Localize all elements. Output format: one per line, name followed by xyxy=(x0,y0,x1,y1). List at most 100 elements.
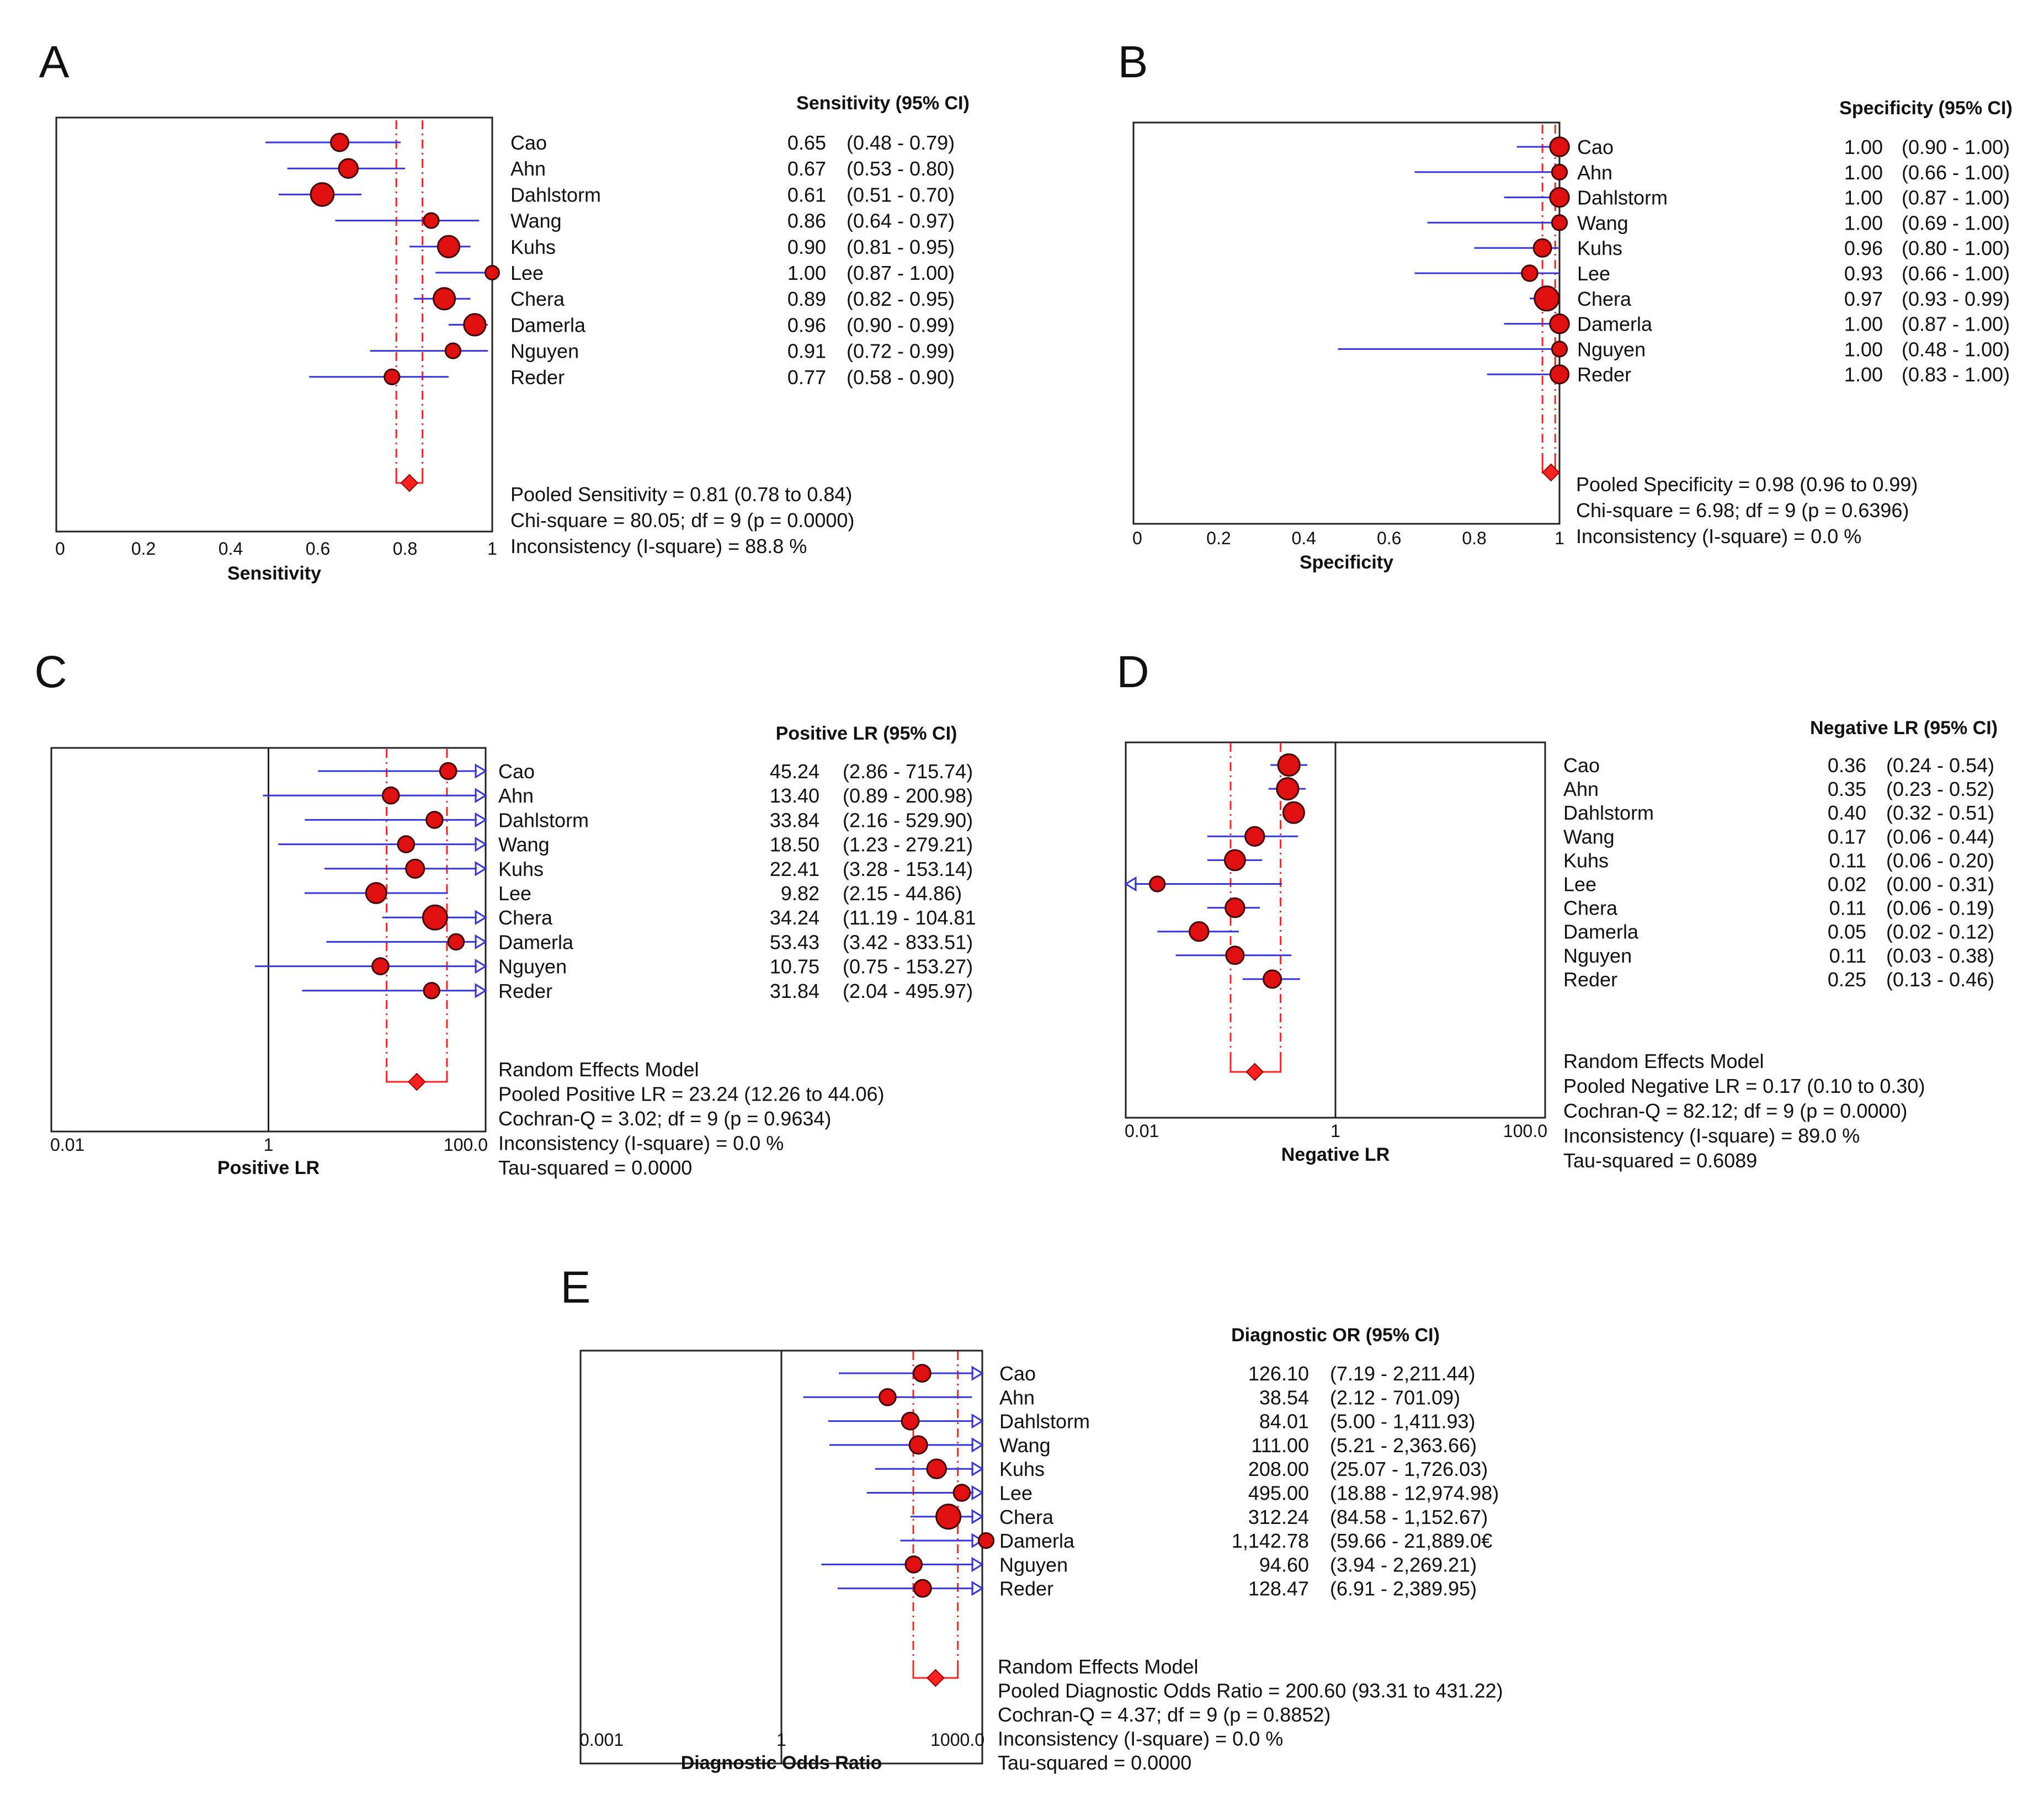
x-tick-label: 1 xyxy=(1555,528,1564,548)
study-estimate-value: 0.96 xyxy=(787,314,826,336)
study-point-estimate xyxy=(1532,238,1552,258)
study-ci-text: (11.19 - 104.81 xyxy=(843,906,976,929)
study-estimate-value: 111.00 xyxy=(1251,1434,1309,1457)
study-point-estimate xyxy=(444,342,462,359)
study-point-estimate xyxy=(425,811,444,829)
study-point-estimate xyxy=(310,182,335,207)
study-estimate-value: 94.60 xyxy=(1259,1553,1309,1576)
study-name: Ahn xyxy=(1577,161,1612,184)
summary-statistic: Pooled Negative LR = 0.17 (0.10 to 0.30) xyxy=(1563,1075,1925,1097)
study-ci-text: (0.06 - 0.20) xyxy=(1886,849,1994,872)
panel-c: C Cao 45.24 (2.86 - 715.74) Ahn 13.40 (0.89 - … xyxy=(34,647,976,1179)
pooled-estimate-diamond xyxy=(400,474,419,492)
study-point-estimate xyxy=(926,1458,947,1479)
study-estimate-value: 0.93 xyxy=(1844,262,1883,285)
study-estimate-value: 0.11 xyxy=(1829,897,1866,920)
summary-statistic: Cochran-Q = 3.02; df = 9 (p = 0.9634) xyxy=(498,1107,831,1130)
study-name: Reder xyxy=(1563,968,1617,991)
study-point-estimate xyxy=(423,212,440,229)
study-estimate-value: 18.50 xyxy=(770,833,819,856)
study-ci-text: (0.03 - 0.38) xyxy=(1886,944,1994,967)
study-name: Cao xyxy=(510,131,547,154)
study-estimate-value: 84.01 xyxy=(1259,1410,1309,1433)
ci-truncation-arrow xyxy=(475,812,487,828)
summary-statistic: Cochran-Q = 4.37; df = 9 (p = 0.8852) xyxy=(998,1703,1330,1726)
study-point-estimate xyxy=(1277,753,1301,777)
x-tick-label: 0.01 xyxy=(1125,1121,1159,1141)
x-tick-label: 0.8 xyxy=(1462,528,1486,548)
study-point-estimate xyxy=(952,1484,971,1502)
ci-truncation-arrow xyxy=(971,1509,984,1525)
study-name: Nguyen xyxy=(1563,944,1632,967)
study-ci-text: (25.07 - 1,726.03) xyxy=(1330,1458,1488,1480)
summary-statistic: Cochran-Q = 82.12; df = 9 (p = 0.0000) xyxy=(1563,1099,1907,1122)
study-estimate-value: 0.86 xyxy=(787,210,826,232)
panel-letter: C xyxy=(34,647,67,697)
x-tick-label: 0.001 xyxy=(579,1730,624,1750)
study-name: Wang xyxy=(498,833,550,856)
study-ci-text: (0.06 - 0.44) xyxy=(1886,825,1994,848)
study-ci-text: (3.28 - 153.14) xyxy=(843,858,973,880)
study-name: Reder xyxy=(510,366,565,389)
x-axis-title: Specificity xyxy=(1300,552,1393,573)
study-point-estimate xyxy=(1549,187,1570,208)
study-point-estimate xyxy=(447,933,465,951)
study-point-estimate xyxy=(904,1555,923,1574)
study-estimate-value: 45.24 xyxy=(770,760,819,783)
ci-truncation-arrow xyxy=(475,910,487,925)
study-name: Nguyen xyxy=(999,1553,1068,1576)
study-estimate-value: 1.00 xyxy=(1844,313,1883,336)
study-estimate-value: 0.89 xyxy=(787,288,826,310)
column-header: Sensitivity (95% CI) xyxy=(796,93,970,114)
study-name: Nguyen xyxy=(510,340,579,363)
ci-truncation-arrow xyxy=(1124,876,1137,892)
study-name: Nguyen xyxy=(498,955,567,978)
study-point-estimate xyxy=(977,1532,995,1549)
ci-truncation-arrow xyxy=(475,788,487,803)
study-ci-text: (0.32 - 0.51) xyxy=(1886,801,1994,824)
study-name: Cao xyxy=(1577,136,1614,158)
study-ci-text: (0.13 - 0.46) xyxy=(1886,968,1994,991)
study-ci-text: (0.53 - 0.80) xyxy=(847,157,955,180)
study-estimate-value: 1.00 xyxy=(787,262,826,284)
study-ci-text: (2.86 - 715.74) xyxy=(843,760,973,783)
study-name: Lee xyxy=(510,262,544,284)
study-estimate-value: 1.00 xyxy=(1844,136,1883,158)
study-ci-text: (0.89 - 200.98) xyxy=(843,784,973,807)
ci-truncation-arrow xyxy=(475,763,487,779)
study-estimate-value: 1.00 xyxy=(1844,338,1883,360)
ci-truncation-arrow xyxy=(475,983,487,998)
ci-truncation-arrow xyxy=(971,1437,984,1453)
x-tick-label: 1 xyxy=(264,1135,274,1155)
x-tick-label: 0 xyxy=(55,539,65,559)
x-tick-label: 1000.0 xyxy=(930,1730,984,1750)
x-tick-label: 0.8 xyxy=(393,539,417,559)
x-axis-title: Negative LR xyxy=(1281,1144,1390,1165)
study-estimate-value: 1.00 xyxy=(1844,161,1883,184)
study-estimate-value: 0.35 xyxy=(1828,778,1866,800)
study-point-estimate xyxy=(908,1435,928,1455)
x-axis-title: Sensitivity xyxy=(227,563,321,584)
study-name: Dahlstorm xyxy=(1563,801,1654,824)
study-ci-text: (84.58 - 1,152.67) xyxy=(1330,1506,1488,1528)
study-point-estimate xyxy=(879,1388,897,1406)
study-name: Ahn xyxy=(510,157,546,180)
study-name: Kuhs xyxy=(498,858,544,880)
study-ci-text: (2.04 - 495.97) xyxy=(843,980,973,1002)
panel-letter: B xyxy=(1118,37,1148,87)
pooled-estimate-diamond xyxy=(926,1669,945,1687)
study-estimate-value: 0.17 xyxy=(1828,825,1866,848)
study-estimate-value: 495.00 xyxy=(1248,1482,1309,1505)
study-name: Lee xyxy=(1563,873,1596,896)
study-point-estimate xyxy=(1521,264,1539,282)
summary-statistic: Inconsistency (I-square) = 88.8 % xyxy=(510,535,807,557)
study-ci-text: (7.19 - 2,211.44) xyxy=(1330,1362,1476,1385)
study-name: Chera xyxy=(510,288,565,310)
study-ci-text: (0.81 - 0.95) xyxy=(847,236,955,258)
summary-statistic: Random Effects Model xyxy=(998,1655,1199,1678)
summary-statistic: Inconsistency (I-square) = 0.0 % xyxy=(998,1728,1283,1750)
column-header: Specificity (95% CI) xyxy=(1839,98,2013,119)
study-estimate-value: 31.84 xyxy=(770,980,819,1002)
summary-statistic: Chi-square = 6.98; df = 9 (p = 0.6396) xyxy=(1576,499,1909,522)
